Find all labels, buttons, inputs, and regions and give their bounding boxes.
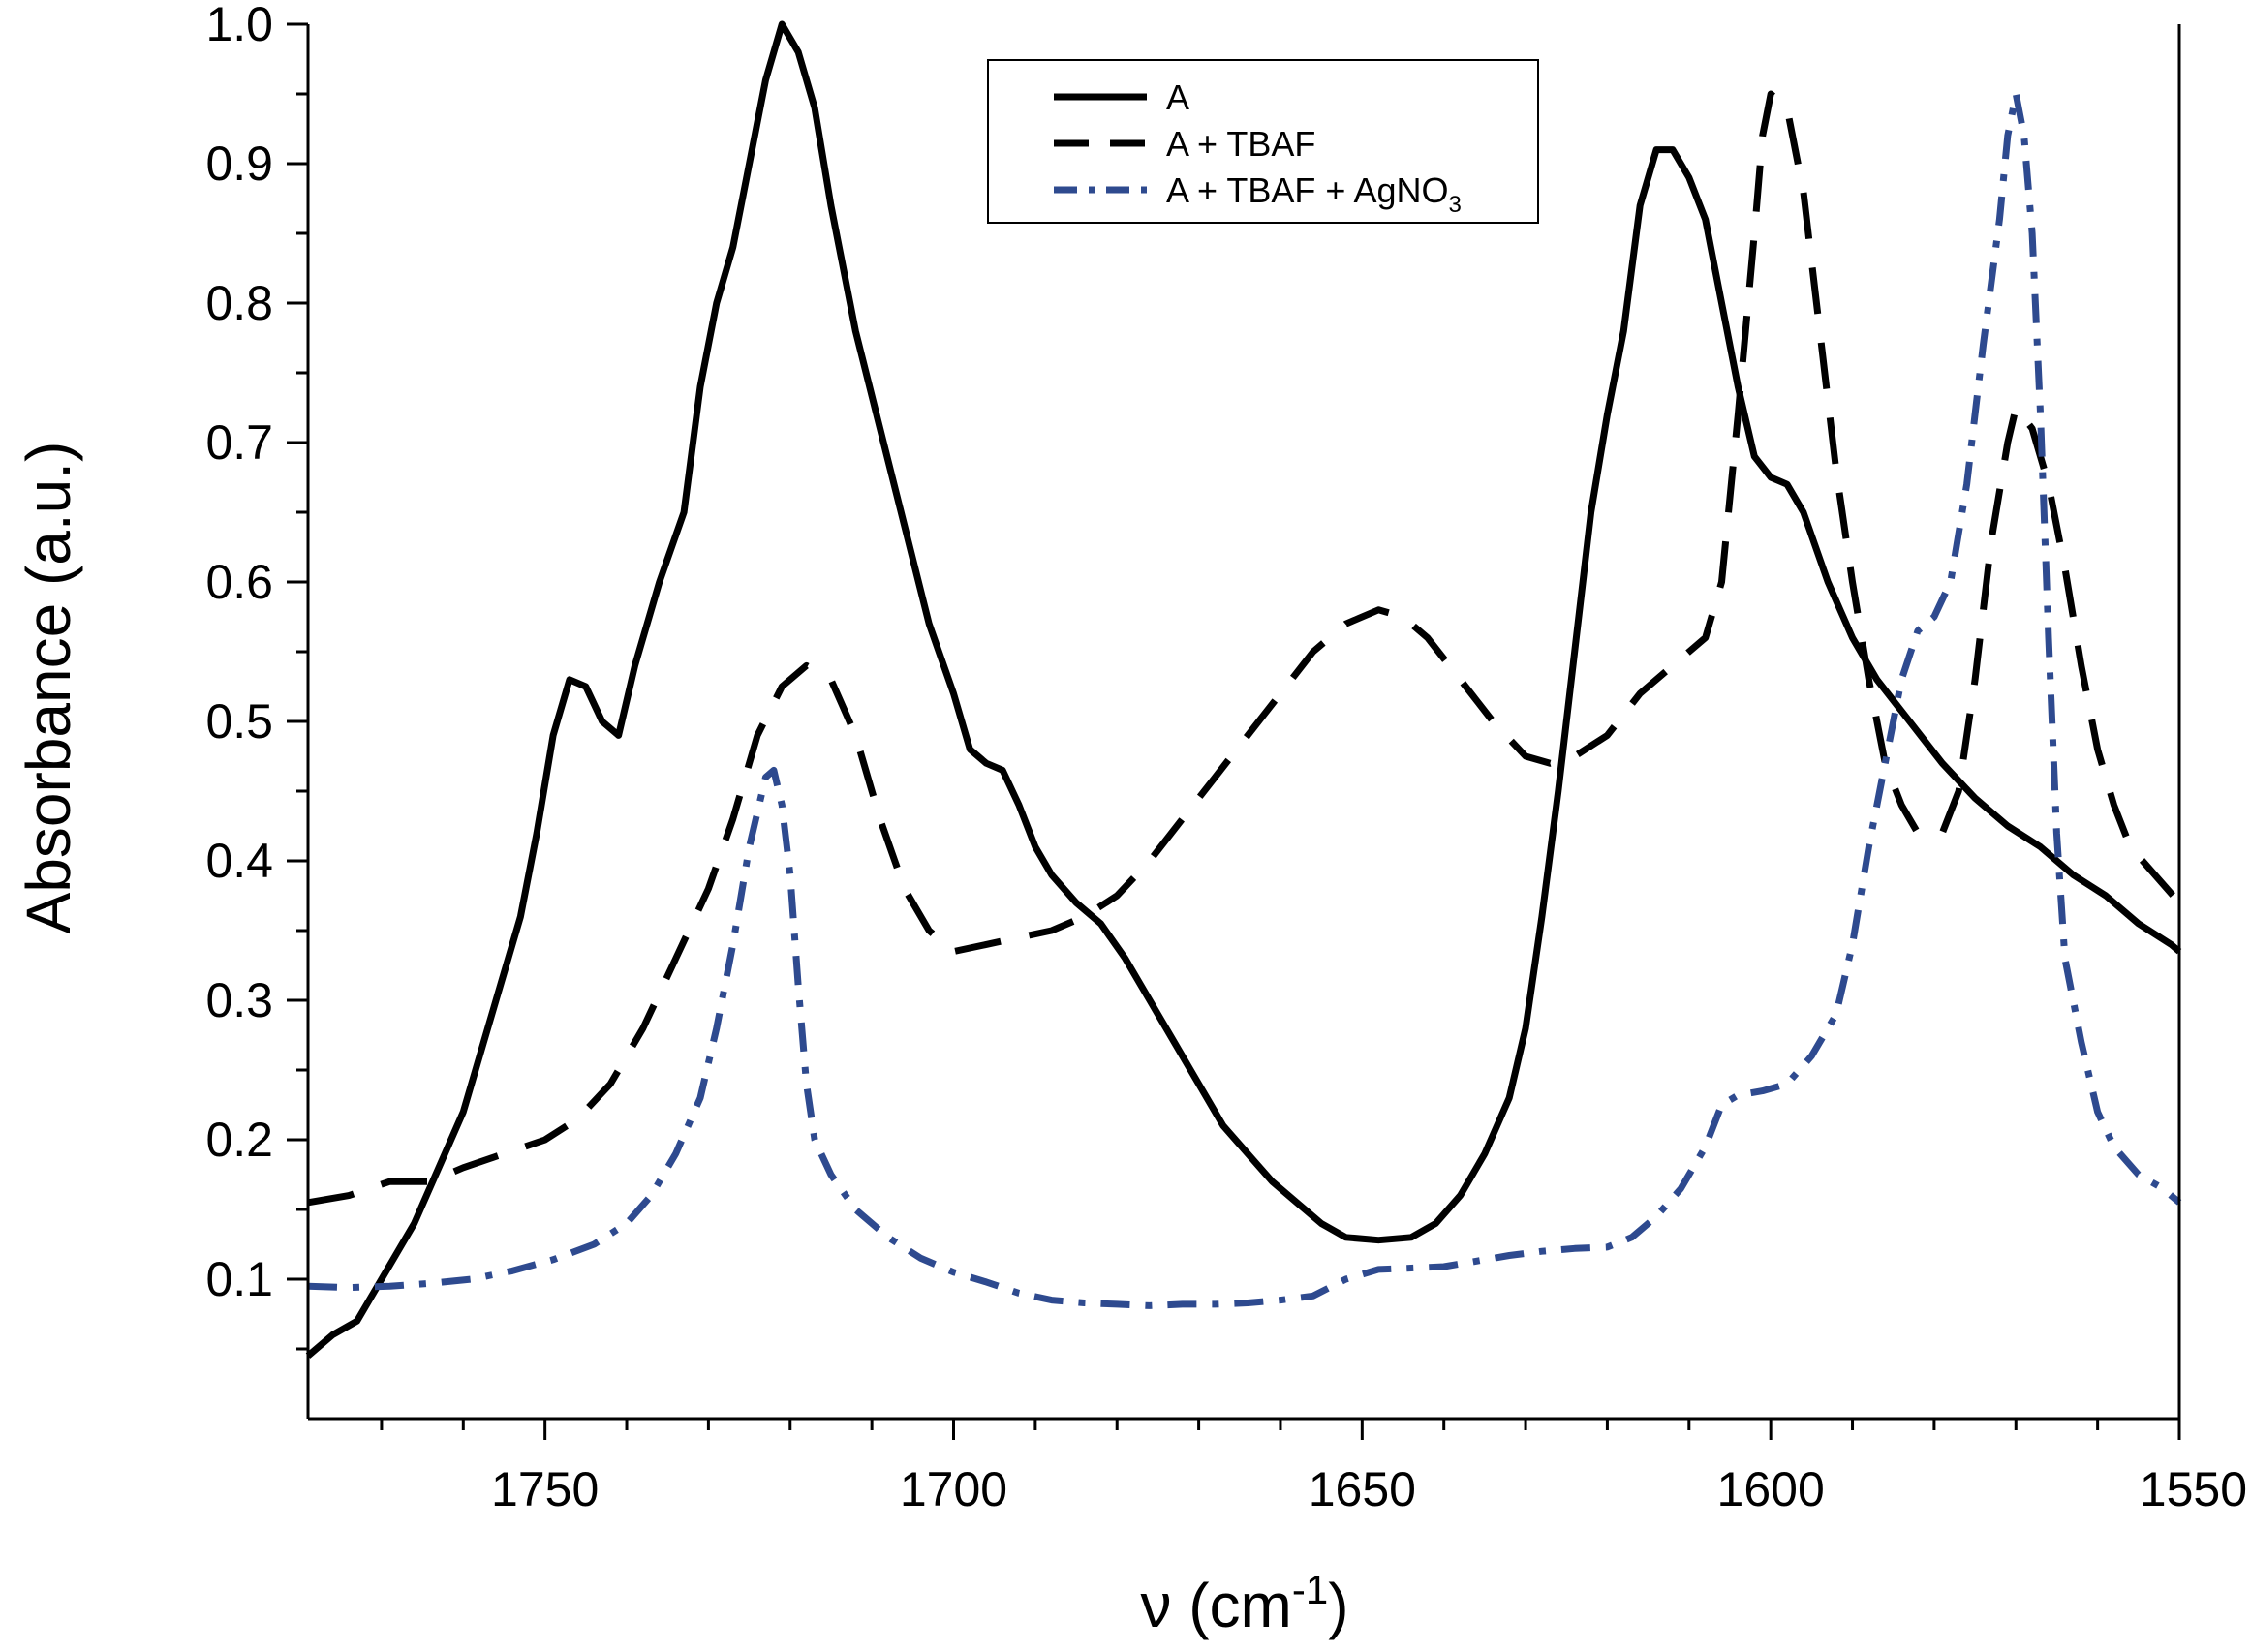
x-axis-title-end: ) — [1328, 1571, 1348, 1640]
y-tick-label: 0.5 — [205, 694, 273, 749]
y-tick-label: 0.8 — [205, 276, 273, 330]
x-tick-label: 1550 — [2140, 1462, 2247, 1516]
y-tick-label: 0.2 — [205, 1113, 273, 1167]
legend-label-a: A — [1166, 77, 1189, 117]
y-tick-label: 0.1 — [205, 1252, 273, 1306]
y-tick-label: 0.3 — [205, 973, 273, 1027]
axis-ticks — [287, 22, 2181, 1440]
series-line-a-tbaf-agno3 — [307, 90, 2182, 1309]
x-axis-title: ν (cm-1) — [1140, 1567, 1348, 1640]
series-line-a-tbaf — [307, 90, 2182, 1207]
x-tick-label: 1600 — [1717, 1462, 1825, 1516]
y-tick-label: 1.0 — [205, 0, 273, 51]
x-axis-title-main: ν (cm — [1140, 1571, 1291, 1640]
y-tick-label: 0.4 — [205, 834, 273, 888]
plot-axes — [306, 24, 2181, 1421]
legend-label-a-tbaf-agno3: A + TBAF + AgNO3 — [1166, 170, 1462, 218]
legend: A A + TBAF A + TBAF + AgNO3 — [987, 59, 1539, 224]
y-tick-label: 0.7 — [205, 415, 273, 470]
x-tick-label: 1750 — [491, 1462, 599, 1516]
legend-label-a-tbaf: A + TBAF — [1166, 124, 1315, 164]
y-tick-label: 0.6 — [205, 555, 273, 609]
series-group — [305, 20, 2182, 1359]
y-tick-label: 0.9 — [205, 137, 273, 191]
x-axis-title-superscript: -1 — [1292, 1567, 1328, 1612]
legend-entries: A A + TBAF A + TBAF + AgNO3 — [1054, 77, 1462, 218]
series-line-a — [305, 20, 2182, 1359]
legend-label-subscript: 3 — [1448, 192, 1461, 218]
y-axis-title: Absorbance (a.u.) — [14, 442, 83, 934]
x-tick-label: 1650 — [1309, 1462, 1416, 1516]
axis-tick-labels: 0.1 0.2 0.3 0.4 0.5 0.6 0.7 0.8 0.9 1.0 1750 1700 16… — [205, 0, 2247, 1516]
x-tick-label: 1700 — [900, 1462, 1007, 1516]
